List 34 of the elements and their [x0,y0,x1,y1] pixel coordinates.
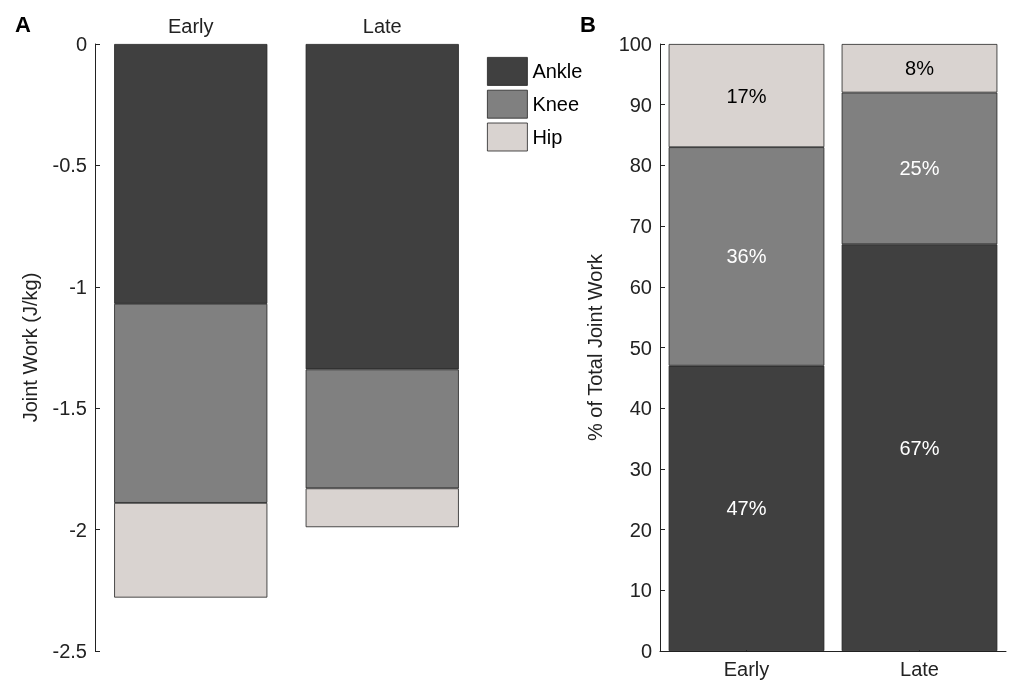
y-tick-label: 80 [629,154,652,177]
y-tick-label: 100 [618,33,652,55]
y-tick-label: -2.5 [52,640,87,662]
y-tick-label: -2 [69,518,87,541]
y-axis-title: Joint Work (J/kg) [19,272,41,423]
data-label: 8% [905,57,935,80]
y-tick-label: 10 [629,579,652,602]
y-tick-label: 20 [629,518,652,541]
data-label: 25% [899,157,940,180]
y-tick-label: -0.5 [52,154,87,177]
data-label: 47% [726,497,767,520]
y-tick-label: 0 [75,33,87,55]
y-tick-label: 40 [629,397,652,420]
data-label: 36% [726,245,767,268]
legend-label: Ankle [532,60,583,83]
y-tick-label: 70 [629,215,652,238]
data-label: 67% [899,436,940,459]
x-tick-label: Late [362,15,402,37]
y-tick-label: -1.5 [52,397,87,420]
y-tick-label: 30 [629,457,652,480]
x-tick-label: Early [723,658,770,680]
y-tick-label: 50 [629,336,652,359]
legend-label: Hip [532,126,563,148]
x-tick-label: Late [900,658,939,680]
data-label: 17% [726,84,767,107]
y-tick-label: 0 [640,640,652,662]
chart-title: B [580,11,596,37]
y-tick-label: 60 [629,275,652,298]
y-tick-label: 90 [629,93,652,116]
chart-title: A [15,11,31,37]
y-axis-title: % of Total Joint Work [584,252,606,442]
x-tick-label: Early [167,15,214,37]
legend-label: Knee [532,93,580,116]
y-tick-label: -1 [69,275,87,298]
